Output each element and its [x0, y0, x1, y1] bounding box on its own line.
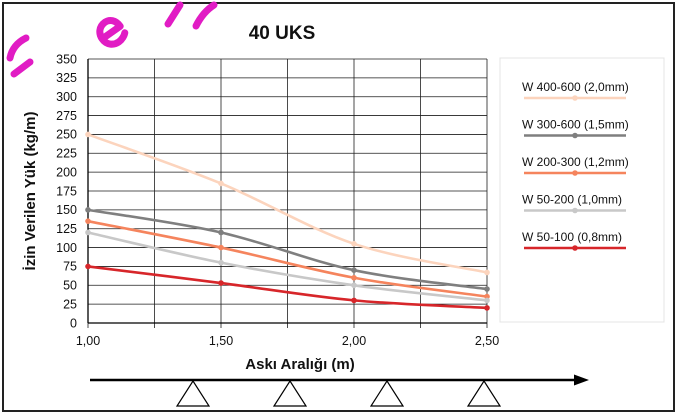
- x-axis-title: Askı Aralığı (m): [245, 356, 354, 373]
- legend-item: W 400-600 (2,0mm): [522, 80, 629, 101]
- y-tick-label: 100: [56, 241, 77, 255]
- x-tick-label: 2,50: [475, 334, 499, 348]
- series-point: [484, 286, 490, 292]
- series-point: [85, 218, 91, 224]
- legend-swatch-marker: [572, 245, 578, 251]
- legend-label: W 300-600 (1,5mm): [522, 118, 629, 132]
- y-axis-tick-labels: 0 25 50 75 100 125 150 175 200 225 250 275 300 325 350: [56, 52, 77, 330]
- y-axis-title: İzin Verilen Yük (kg/m): [22, 112, 39, 271]
- series-point: [351, 274, 357, 281]
- series-point: [85, 229, 91, 236]
- y-tick-label: 300: [56, 90, 77, 104]
- y-tick-label: 350: [56, 52, 77, 66]
- y-tick-label: 275: [56, 109, 77, 123]
- series-point: [218, 280, 224, 286]
- span-diagram: [90, 374, 589, 407]
- y-tick-label: 325: [56, 71, 77, 85]
- support-triangle: [466, 379, 502, 407]
- series-point: [218, 259, 224, 266]
- series-point: [218, 180, 224, 187]
- support-triangle: [272, 379, 308, 407]
- series-line-1: [86, 133, 489, 274]
- legend: W 400-600 (2,0mm) W 300-600 (1,5mm) W 200-…: [499, 57, 665, 323]
- series-point: [85, 263, 91, 270]
- series-point: [484, 297, 490, 304]
- legend-item: W 50-200 (1,0mm): [522, 193, 626, 214]
- series-point: [351, 267, 357, 274]
- series-point: [351, 282, 357, 289]
- series-line-2: [86, 208, 489, 291]
- y-tick-label: 50: [63, 279, 77, 293]
- span-arrow-head: [574, 374, 589, 386]
- y-tick-label: 250: [56, 128, 77, 142]
- legend-swatch-marker: [572, 95, 578, 101]
- legend-item: W 200-300 (1,2mm): [522, 155, 629, 176]
- legend-label: W 50-100 (0,8mm): [522, 230, 622, 244]
- y-tick-label: 25: [63, 297, 77, 311]
- series-point: [484, 305, 490, 311]
- series-line-5: [86, 265, 489, 310]
- plot-series: [85, 131, 490, 311]
- y-tick-label: 225: [56, 147, 77, 161]
- series-point: [85, 207, 91, 213]
- watermark-stroke: [192, 1, 218, 30]
- legend-label: W 200-300 (1,2mm): [522, 155, 629, 169]
- watermark-stroke: [164, 1, 184, 28]
- legend-label: W 50-200 (1,0mm): [522, 193, 622, 207]
- y-tick-label: 125: [56, 222, 77, 236]
- series-point: [85, 131, 91, 138]
- series-point: [218, 244, 224, 251]
- series-point: [218, 229, 224, 236]
- legend-item: W 300-600 (1,5mm): [522, 118, 629, 139]
- x-tick-label: 1,50: [209, 334, 233, 348]
- x-axis-tick-labels: 1,00 1,50 2,00 2,50: [76, 334, 499, 348]
- series-point: [351, 297, 357, 304]
- watermark-stroke: [10, 58, 34, 78]
- legend-swatch-marker: [572, 207, 578, 214]
- y-tick-label: 75: [63, 260, 77, 274]
- series-point: [351, 241, 357, 247]
- chart-title: 40 UKS: [249, 23, 316, 44]
- legend-swatch-marker: [572, 132, 578, 139]
- watermark-stroke: [96, 16, 129, 48]
- series-line-4: [86, 231, 489, 302]
- series-line-3: [86, 219, 489, 298]
- support-triangle: [175, 379, 211, 407]
- watermark-stroke: [6, 34, 30, 62]
- y-tick-label: 150: [56, 203, 77, 217]
- legend-swatch-marker: [572, 170, 578, 176]
- support-triangle: [369, 379, 405, 407]
- series-point: [484, 269, 490, 276]
- legend-box: [499, 57, 665, 323]
- legend-item: W 50-100 (0,8mm): [522, 230, 626, 251]
- x-tick-label: 2,00: [342, 334, 366, 348]
- watermark: [6, 1, 218, 78]
- legend-label: W 400-600 (2,0mm): [522, 80, 629, 94]
- y-tick-label: 0: [70, 316, 77, 330]
- x-tick-label: 1,00: [76, 334, 100, 348]
- y-tick-label: 175: [56, 184, 77, 198]
- y-tick-label: 200: [56, 165, 77, 179]
